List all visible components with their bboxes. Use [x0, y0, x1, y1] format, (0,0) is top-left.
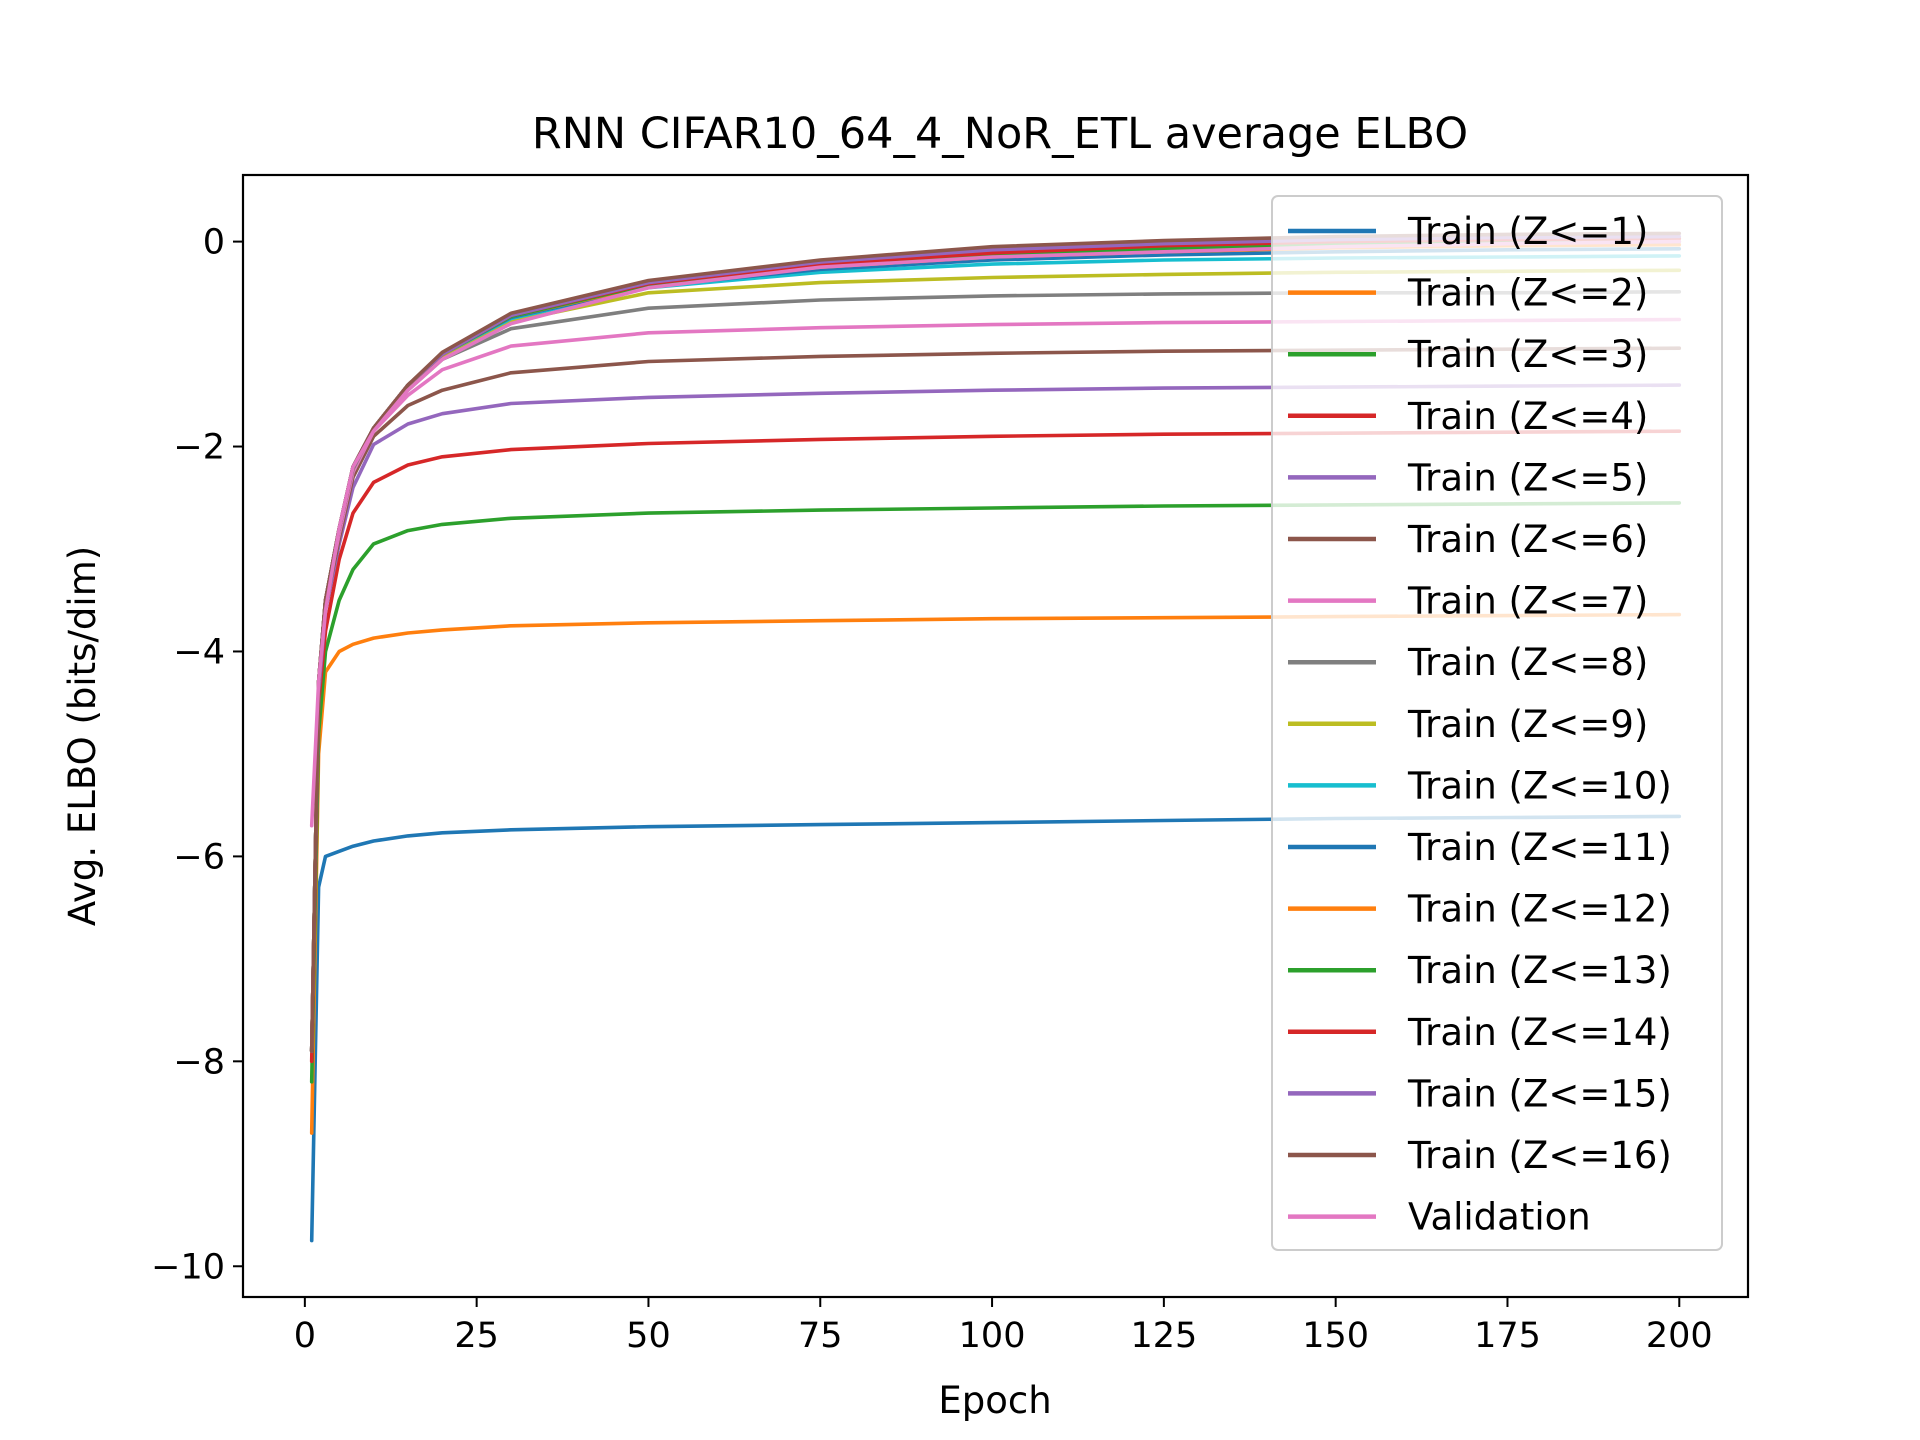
x-tick-label: 175	[1474, 1316, 1541, 1356]
legend-label: Train (Z<=6)	[1407, 518, 1648, 561]
legend-label: Train (Z<=1)	[1407, 210, 1648, 253]
legend-label: Train (Z<=14)	[1407, 1011, 1672, 1054]
y-tick-label: −2	[173, 428, 225, 468]
legend-label: Train (Z<=8)	[1407, 641, 1648, 684]
x-tick-label: 125	[1130, 1316, 1197, 1356]
x-tick-label: 50	[626, 1316, 671, 1356]
legend-label: Train (Z<=10)	[1407, 764, 1672, 807]
x-tick-label: 100	[959, 1316, 1026, 1356]
legend-label: Train (Z<=11)	[1407, 826, 1672, 869]
x-tick-label: 150	[1302, 1316, 1369, 1356]
y-tick-label: −4	[173, 632, 225, 672]
y-tick-label: −8	[173, 1042, 225, 1082]
x-tick-label: 0	[294, 1316, 316, 1356]
y-tick-label: −10	[151, 1247, 225, 1287]
y-axis-label: Avg. ELBO (bits/dim)	[61, 546, 104, 926]
legend-label: Train (Z<=2)	[1407, 272, 1648, 315]
x-tick-label: 25	[454, 1316, 499, 1356]
x-tick-label: 200	[1646, 1316, 1713, 1356]
legend-label: Train (Z<=15)	[1407, 1072, 1672, 1115]
legend-label: Train (Z<=7)	[1407, 580, 1648, 623]
y-tick-label: 0	[203, 223, 225, 263]
x-axis-label: Epoch	[938, 1379, 1051, 1422]
legend-label: Train (Z<=4)	[1407, 395, 1648, 438]
legend-label: Train (Z<=5)	[1407, 456, 1648, 499]
legend-label: Train (Z<=9)	[1407, 703, 1648, 746]
legend-label: Train (Z<=16)	[1407, 1134, 1672, 1177]
legend-label: Train (Z<=3)	[1407, 333, 1648, 376]
y-tick-label: −6	[173, 837, 225, 877]
legend-label: Validation	[1408, 1196, 1591, 1239]
x-tick-label: 75	[798, 1316, 843, 1356]
chart-title: RNN CIFAR10_64_4_NoR_ETL average ELBO	[532, 109, 1468, 159]
legend-label: Train (Z<=12)	[1407, 888, 1672, 931]
legend-label: Train (Z<=13)	[1407, 949, 1672, 992]
legend: Train (Z<=1) Train (Z<=2) Train (Z<=3) Trai…	[1272, 196, 1722, 1250]
